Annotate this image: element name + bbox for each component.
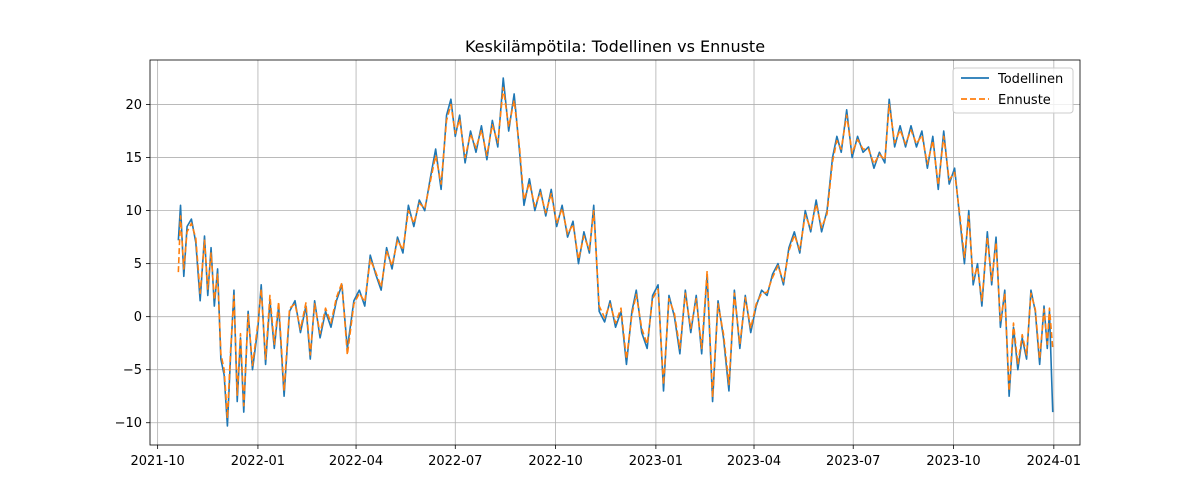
- series-line-todellinen: [177, 77, 1054, 427]
- y-tick-label: 10: [125, 204, 142, 219]
- legend: Todellinen Ennuste: [952, 67, 1074, 114]
- y-tick-label: −10: [115, 416, 142, 431]
- y-tick-label: 15: [125, 151, 142, 166]
- x-tick-label: 2024-01: [1027, 454, 1081, 469]
- x-tick-label: 2022-10: [528, 454, 582, 469]
- plot-frame: [149, 59, 1081, 446]
- legend-box: [952, 67, 1074, 114]
- x-tick-label: 2022-07: [428, 454, 482, 469]
- legend-label-ennuste: Ennuste: [998, 93, 1051, 108]
- y-tick-label: 20: [125, 98, 142, 113]
- x-tick-label: 2023-04: [727, 454, 781, 469]
- grid-lines: [150, 60, 1080, 445]
- x-tick-label: 2023-01: [629, 454, 683, 469]
- legend-label-todellinen: Todellinen: [997, 72, 1063, 87]
- x-tick-label: 2023-10: [926, 454, 980, 469]
- x-tick-label: 2022-04: [329, 454, 383, 469]
- chart-title: Keskilämpötila: Todellinen vs Ennuste: [465, 37, 765, 56]
- x-tick-label: 2022-01: [231, 454, 285, 469]
- y-tick-label: 0: [134, 310, 142, 325]
- x-tick-label: 2023-07: [826, 454, 880, 469]
- series-layer: [177, 77, 1054, 427]
- series-line-ennuste: [177, 86, 1054, 420]
- axes: 20 15 10 5 0 −5 −10 2021-10 2022-01 2022-04 2022-0…: [115, 59, 1081, 469]
- y-tick-label: −5: [123, 363, 142, 378]
- x-tick-label: 2021-10: [130, 454, 184, 469]
- y-tick-label: 5: [134, 257, 142, 272]
